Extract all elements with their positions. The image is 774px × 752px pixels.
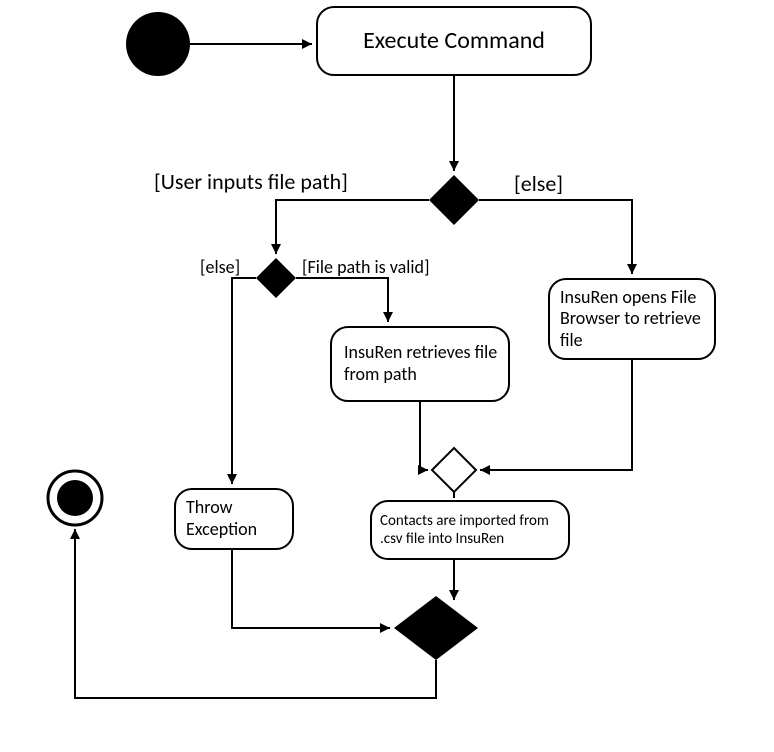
edge-decision2-retrieve xyxy=(296,278,388,322)
guard-text: [else] xyxy=(200,256,240,278)
final-node xyxy=(48,471,102,525)
edge-throw-merge2 xyxy=(232,550,390,628)
guard-else-top: [else] xyxy=(514,172,563,196)
guard-text: [User inputs file path] xyxy=(154,168,348,195)
activity-label: Throw Exception xyxy=(186,497,284,540)
activity-contacts-imported: Contacts are imported from .csv file int… xyxy=(370,500,570,560)
merge-final xyxy=(394,596,478,660)
activity-retrieve-file: InsuRen retrieves file from path xyxy=(330,326,510,402)
guard-user-inputs: [User inputs file path] xyxy=(154,170,348,194)
edge-retrieve-merge1 xyxy=(420,402,428,470)
guard-text: [else] xyxy=(514,170,563,197)
activity-label: InsuRen retrieves file from path xyxy=(344,342,500,385)
guard-text: [File path is valid] xyxy=(302,256,430,278)
activity-throw-exception: Throw Exception xyxy=(174,488,294,550)
activity-label: InsuRen opens File Browser to retrieve f… xyxy=(560,287,706,352)
guard-file-valid: [File path is valid] xyxy=(302,258,430,278)
merge-paths xyxy=(432,448,476,492)
activity-execute-command: Execute Command xyxy=(316,6,592,76)
initial-node xyxy=(126,12,190,76)
activity-open-browser: InsuRen opens File Browser to retrieve f… xyxy=(548,278,716,360)
edge-decision1-decision2 xyxy=(276,200,429,254)
decision-user-inputs xyxy=(429,175,479,225)
edge-decision1-browser xyxy=(479,200,632,274)
activity-label: Contacts are imported from .csv file int… xyxy=(380,512,560,548)
activity-label: Execute Command xyxy=(363,27,545,56)
guard-else-mid: [else] xyxy=(200,258,240,278)
edge-decision2-throw xyxy=(232,278,256,484)
decision-file-valid xyxy=(256,258,296,298)
